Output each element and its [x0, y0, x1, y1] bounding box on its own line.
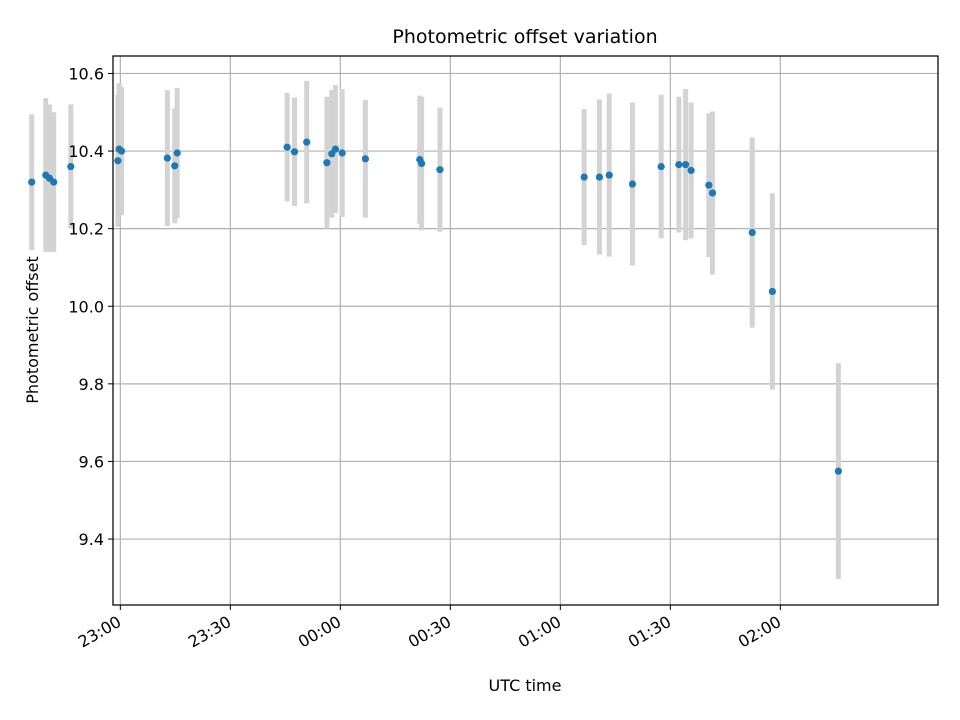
y-axis-title: Photometric offset	[23, 256, 42, 404]
grid	[113, 56, 938, 605]
y-tick-label: 9.8	[79, 375, 104, 394]
data-point	[331, 145, 340, 153]
data-point	[436, 166, 444, 174]
y-tick-label: 10.6	[68, 64, 104, 83]
data-point	[834, 467, 842, 475]
chart-title: Photometric offset variation	[392, 26, 657, 48]
y-tick-label: 10.2	[68, 220, 104, 239]
data-points	[28, 138, 842, 475]
data-point	[303, 138, 311, 146]
data-point	[323, 159, 331, 167]
y-tick-label: 10.4	[68, 142, 104, 161]
data-point	[67, 162, 75, 171]
y-tick-label: 9.4	[79, 530, 104, 549]
data-point	[748, 228, 756, 237]
data-point	[675, 161, 683, 169]
data-point	[361, 155, 369, 163]
data-point	[171, 162, 179, 170]
data-point	[768, 287, 776, 296]
y-tick-label: 9.6	[79, 452, 104, 471]
data-point	[173, 149, 181, 157]
data-point	[708, 189, 717, 197]
data-point	[290, 148, 299, 156]
data-point	[338, 149, 346, 157]
data-point	[163, 154, 171, 162]
y-axis-ticks: 9.4 9.6 9.8 10.0 10.2 10.4 10.6	[68, 64, 113, 549]
data-point	[50, 178, 58, 186]
y-tick-label: 10.0	[68, 297, 104, 316]
data-point	[687, 166, 695, 175]
data-point	[28, 178, 36, 186]
data-point	[657, 162, 665, 171]
data-point	[705, 181, 713, 189]
plot-frame	[112, 55, 939, 606]
data-point	[283, 143, 291, 151]
data-point	[117, 147, 126, 155]
data-point	[682, 161, 690, 169]
x-axis-title: UTC time	[489, 676, 562, 695]
data-point	[595, 173, 604, 181]
data-point	[605, 171, 613, 179]
data-point	[580, 173, 588, 181]
data-point	[114, 157, 122, 165]
data-point	[418, 159, 426, 168]
data-point	[628, 180, 637, 188]
